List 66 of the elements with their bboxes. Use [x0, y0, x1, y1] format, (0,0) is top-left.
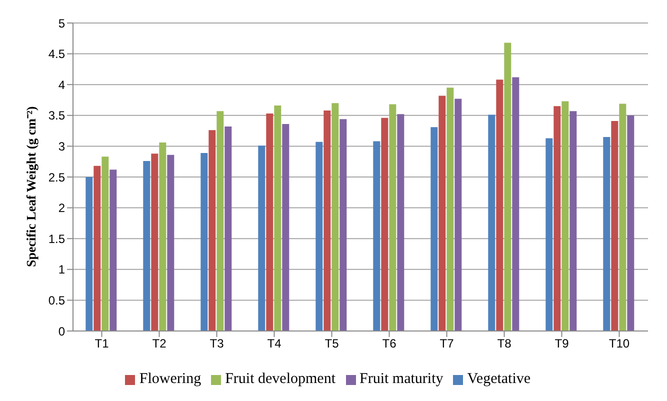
- bar: [94, 166, 101, 331]
- bar: [454, 98, 462, 331]
- bar: [324, 110, 331, 331]
- bar: [554, 106, 561, 331]
- bar: [611, 120, 618, 331]
- bar: [143, 160, 150, 331]
- x-tick-label: T2: [152, 336, 167, 351]
- bar: [546, 138, 553, 331]
- x-tick-label: T5: [324, 336, 340, 351]
- y-axis-title: Specific Leaf Weight (g cm⁻²): [24, 106, 39, 267]
- x-tick-label: T10: [608, 336, 630, 351]
- y-tick-label: 2: [58, 201, 66, 216]
- bar: [619, 104, 626, 331]
- bar: [512, 77, 520, 331]
- bar: [266, 114, 274, 331]
- bar: [488, 114, 496, 331]
- y-tick-label: 3: [58, 139, 66, 154]
- y-tick-label: 3.5: [48, 108, 66, 123]
- bar: [627, 115, 634, 331]
- bar: [151, 154, 158, 331]
- y-tick-label: 4: [58, 78, 66, 92]
- y-tick-label: 2.5: [48, 170, 66, 184]
- bar: [167, 154, 174, 331]
- bar: [397, 114, 404, 331]
- bar: [224, 126, 232, 331]
- bar: [389, 104, 396, 331]
- bar: [340, 119, 347, 331]
- bar: [332, 103, 339, 331]
- legend-label: Vegetative: [467, 371, 531, 387]
- bar: [110, 170, 117, 331]
- x-tick-label: T7: [440, 336, 454, 351]
- bar: [430, 127, 438, 331]
- bar: [258, 146, 266, 331]
- bar: [446, 88, 454, 331]
- bar: [282, 124, 290, 331]
- bar: [86, 177, 93, 331]
- bar: [562, 101, 569, 331]
- y-tick-label: 0: [58, 324, 66, 338]
- x-tick-label: T3: [210, 336, 224, 351]
- y-tick-label: 1: [58, 262, 66, 277]
- bar: [216, 111, 224, 331]
- x-tick-label: T4: [267, 336, 282, 351]
- bar: [274, 106, 282, 331]
- legend-label: Fruit maturity: [360, 371, 444, 387]
- x-tick-label: T9: [554, 336, 570, 351]
- bar: [496, 80, 504, 331]
- bar: [373, 141, 380, 331]
- bar: [200, 152, 208, 331]
- x-tick-label: T8: [497, 336, 512, 351]
- y-tick-label: 1.5: [48, 232, 66, 246]
- y-tick-label: 4.5: [48, 47, 66, 62]
- x-tick-label: T1: [94, 336, 110, 351]
- bar: [102, 156, 109, 331]
- bar: [381, 118, 388, 331]
- bar: [316, 142, 323, 331]
- bar: [438, 96, 446, 331]
- bar: [208, 130, 216, 331]
- bar: [504, 42, 512, 331]
- y-tick-label: 5: [58, 16, 66, 30]
- bar: [570, 111, 577, 331]
- legend-label: Flowering: [139, 371, 202, 387]
- x-tick-label: T6: [382, 336, 397, 351]
- y-tick-label: 0.5: [48, 293, 66, 308]
- legend-label: Fruit development: [225, 371, 336, 387]
- bar: [603, 136, 610, 331]
- bar: [159, 142, 166, 331]
